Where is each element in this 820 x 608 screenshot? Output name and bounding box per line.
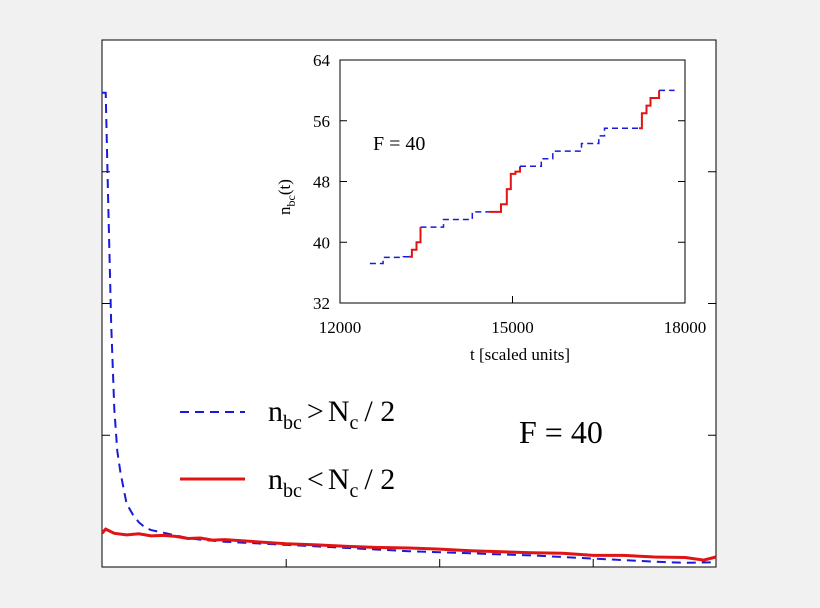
- inset-step-segment-red: [409, 227, 422, 258]
- inset-y-tick-label: 32: [313, 294, 330, 313]
- inset-series-group: [369, 89, 675, 265]
- inset-x-tick-label: 12000: [319, 318, 362, 337]
- outer-series-line-solid-red: [100, 527, 717, 562]
- inset-plot-frame: [339, 59, 686, 304]
- inset-step-segment-blue: [520, 127, 639, 168]
- inset-axis-ticks: 12000 15000 18000 32 40 48 56 64: [313, 51, 706, 337]
- inset-x-tick-label: 18000: [664, 318, 707, 337]
- inset-y-tick-label: 64: [313, 51, 331, 70]
- outer-axis-ticks: [102, 171, 716, 567]
- inset-y-axis-label: nbc(t): [275, 179, 298, 215]
- inset-step-segment-red: [489, 166, 521, 213]
- inset-step-segment-blue: [369, 255, 409, 265]
- inset-x-tick-label: 15000: [491, 318, 534, 337]
- inset-x-axis-label: t [scaled units]: [470, 345, 570, 364]
- inset-annotation: F = 40: [373, 133, 425, 155]
- inset-y-tick-label: 40: [313, 233, 330, 252]
- inset-step-segment-blue: [420, 211, 490, 228]
- outer-series-group: [100, 91, 717, 564]
- legend-label-upper: nbc > Nc/ 2: [268, 395, 395, 434]
- inset-step-segment-red: [639, 90, 661, 130]
- inset-y-tick-label: 48: [313, 173, 330, 192]
- outer-legend: nbc > Nc/ 2 nbc < Nc/ 2: [180, 395, 395, 502]
- inset-y-tick-label: 56: [313, 112, 330, 131]
- outer-annotation: F = 40: [519, 414, 603, 450]
- outer-series-line-dashed-blue: [102, 91, 717, 564]
- legend-label-lower: nbc < Nc/ 2: [268, 463, 395, 502]
